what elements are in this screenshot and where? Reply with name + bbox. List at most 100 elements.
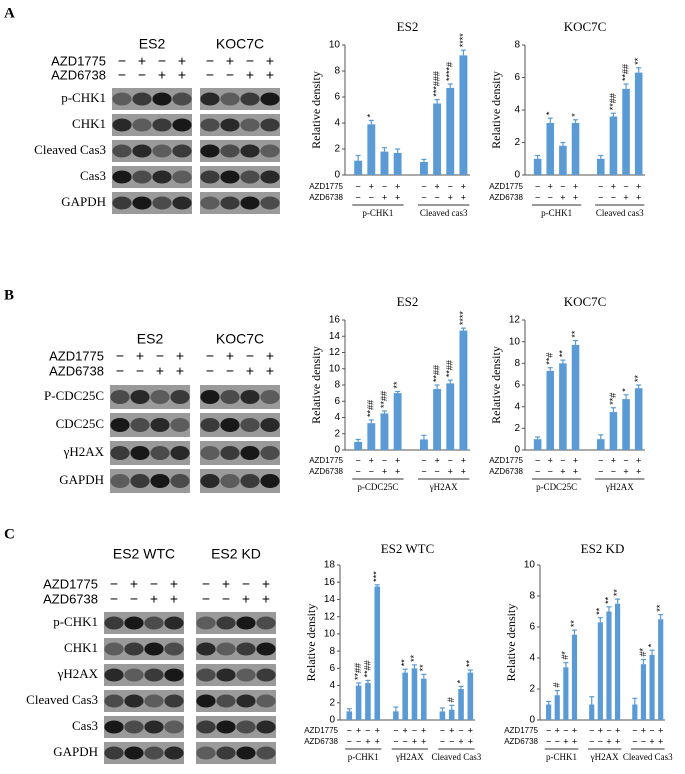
blot-band bbox=[112, 92, 132, 106]
blot-band bbox=[216, 668, 236, 682]
bar bbox=[597, 439, 605, 450]
treatment-sign: + bbox=[246, 363, 254, 379]
significance-label: #* bbox=[560, 651, 570, 660]
treatment-sign: + bbox=[461, 455, 466, 465]
bar bbox=[393, 152, 402, 175]
blot-band bbox=[130, 418, 150, 432]
blot-band bbox=[132, 92, 152, 106]
treatment-sign: − bbox=[535, 181, 540, 191]
treatment-sign: + bbox=[560, 192, 565, 202]
treatment-sign: − bbox=[369, 192, 374, 202]
group-label: p-CHK1 bbox=[546, 752, 577, 762]
y-tick-label: 12 bbox=[324, 611, 336, 622]
blot-band bbox=[196, 668, 216, 682]
treatment-sign: − bbox=[448, 181, 453, 191]
y-tick-label: 2 bbox=[334, 144, 340, 155]
protein-label: γH2AX bbox=[57, 666, 99, 681]
y-tick-label: 4 bbox=[334, 412, 340, 423]
treatment-sign: − bbox=[421, 181, 426, 191]
blot-band bbox=[172, 170, 192, 184]
treatment-sign: − bbox=[118, 53, 126, 69]
treatment-sign: − bbox=[560, 181, 565, 191]
treatment-sign: − bbox=[611, 192, 616, 202]
blot-band bbox=[240, 92, 260, 106]
blot-band bbox=[130, 474, 150, 488]
blot-strip bbox=[104, 638, 184, 660]
y-tick-label: 10 bbox=[329, 40, 341, 51]
blot-band bbox=[130, 446, 150, 460]
blot-band bbox=[220, 170, 240, 184]
blot-band bbox=[144, 668, 164, 682]
treatment-sign: − bbox=[535, 455, 540, 465]
significance-label: ** bbox=[400, 659, 410, 667]
treatment-sign: − bbox=[458, 725, 463, 735]
treatment-sign: + bbox=[611, 455, 616, 465]
significance-label: * bbox=[455, 679, 465, 683]
bar bbox=[554, 695, 560, 720]
treatment-sign: − bbox=[226, 67, 234, 83]
bar bbox=[346, 711, 353, 720]
bar bbox=[433, 389, 442, 450]
treatment-label: AZD1775 bbox=[51, 53, 106, 68]
significance-label: **** bbox=[458, 33, 468, 48]
bar bbox=[649, 654, 655, 720]
protein-label: Cleaved Cas3 bbox=[34, 142, 106, 157]
bar bbox=[533, 439, 542, 450]
blot-band bbox=[236, 694, 256, 708]
treatment-sign: − bbox=[382, 181, 387, 191]
significance-label: **## bbox=[379, 391, 389, 408]
treatment-sign: + bbox=[395, 466, 400, 476]
significance-label: **# bbox=[608, 393, 618, 405]
treatment-sign: − bbox=[546, 736, 551, 746]
blot-band bbox=[220, 446, 240, 460]
y-tick-label: 4 bbox=[329, 680, 335, 691]
treatment-sign: − bbox=[606, 725, 611, 735]
treatment-sign: + bbox=[573, 455, 578, 465]
bar bbox=[411, 668, 418, 720]
treatment-sign: + bbox=[150, 591, 158, 607]
blot-band bbox=[124, 668, 144, 682]
bar bbox=[640, 664, 647, 720]
blot-strip bbox=[196, 612, 276, 634]
significance-label: #* bbox=[638, 648, 648, 657]
treatment-sign: + bbox=[641, 725, 646, 735]
treatment-sign: + bbox=[421, 725, 426, 735]
blot-band bbox=[220, 474, 240, 488]
bar bbox=[467, 672, 474, 720]
treatment-sign: + bbox=[434, 455, 439, 465]
blot-band bbox=[200, 118, 220, 132]
blot-strip bbox=[200, 192, 280, 214]
bar bbox=[459, 55, 468, 175]
treatment-sign: − bbox=[116, 348, 124, 364]
significance-label: * bbox=[570, 113, 580, 117]
y-axis-label: Relative density bbox=[489, 71, 503, 149]
significance-label: # bbox=[552, 683, 562, 688]
treatment-sign: + bbox=[636, 466, 641, 476]
y-tick-label: 2 bbox=[334, 428, 340, 439]
bar bbox=[615, 603, 621, 720]
blot-band bbox=[220, 92, 240, 106]
treatment-label: AZD1775 bbox=[49, 348, 104, 363]
blot-strip bbox=[104, 690, 184, 712]
protein-label: GAPDH bbox=[59, 472, 104, 487]
blot-band bbox=[110, 474, 130, 488]
blot-band bbox=[216, 616, 236, 630]
treatment-sign: + bbox=[375, 736, 380, 746]
blot-band bbox=[236, 746, 256, 760]
blot-band bbox=[104, 720, 124, 734]
blot-band bbox=[170, 474, 190, 488]
significance-label: ****# bbox=[445, 62, 455, 81]
treatment-label: AZD6738 bbox=[489, 193, 523, 202]
blot-band bbox=[164, 720, 184, 734]
bar bbox=[354, 441, 363, 450]
significance-label: **** bbox=[458, 311, 468, 326]
y-tick-label: 0 bbox=[514, 170, 520, 181]
group-label: Cleaved cas3 bbox=[596, 208, 644, 218]
treatment-sign: − bbox=[347, 725, 352, 735]
blot-band bbox=[112, 118, 132, 132]
treatment-sign: + bbox=[382, 466, 387, 476]
significance-label: **## bbox=[445, 360, 455, 377]
treatment-sign: + bbox=[458, 736, 463, 746]
blot-band bbox=[260, 446, 280, 460]
treatment-sign: + bbox=[615, 736, 620, 746]
